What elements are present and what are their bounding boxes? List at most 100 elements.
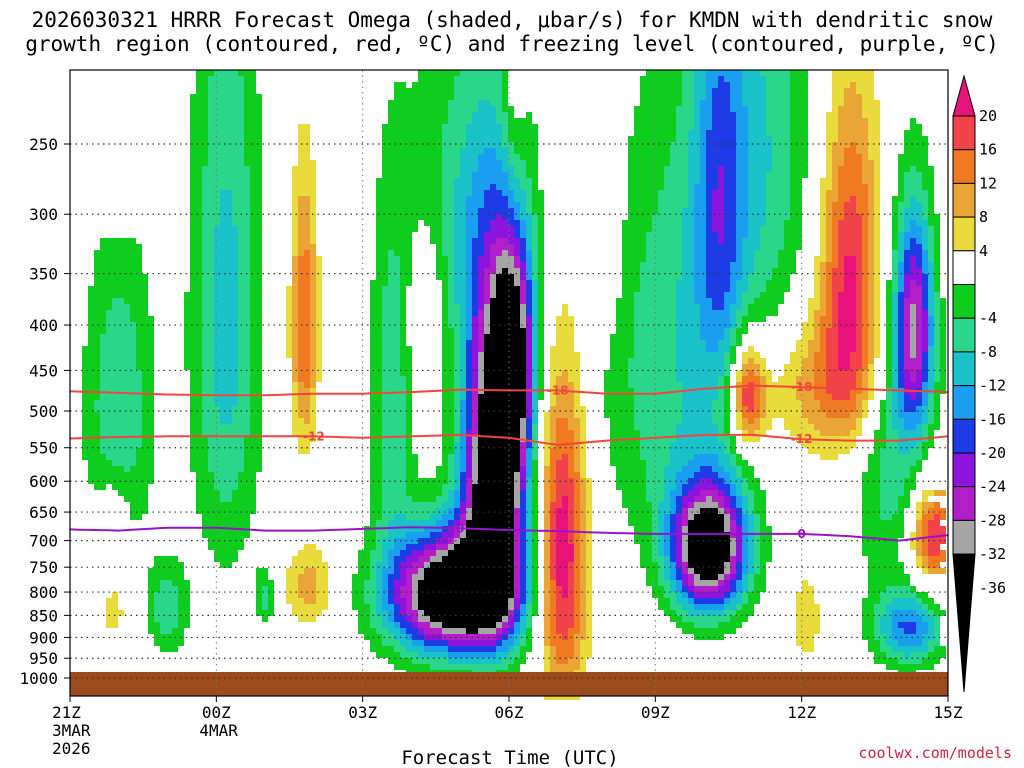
omega-cell [748,124,766,130]
omega-cell [244,454,262,460]
omega-cell [250,394,262,400]
omega-cell [694,262,706,268]
omega-cell [724,178,736,184]
omega-cell [376,250,388,256]
omega-cell [742,76,766,82]
omega-cell [898,292,904,298]
omega-cell [796,394,814,400]
omega-cell [394,592,400,598]
omega-cell [250,340,262,346]
omega-cell [622,244,646,250]
omega-cell [736,250,742,256]
omega-cell [478,292,484,298]
omega-cell [454,280,466,286]
omega-cell [700,106,712,112]
omega-cell [286,292,292,298]
omega-cell [742,88,766,94]
omega-cell [82,352,100,358]
omega-cell [418,652,448,658]
omega-cell [202,238,214,244]
omega-cell [502,70,508,76]
omega-cell [352,592,364,598]
omega-cell [160,628,172,634]
omega-cell [838,244,862,250]
omega-cell [748,514,754,520]
omega-cell [418,580,514,586]
omega-cell [646,466,664,472]
omega-cell [382,382,406,388]
omega-cell [934,316,940,322]
omega-cell [916,370,922,376]
omega-cell [394,88,454,94]
omega-cell [550,400,556,406]
omega-cell [880,592,916,598]
omega-cell [202,268,214,274]
colorbar-segment [952,351,976,387]
omega-cell [514,622,520,628]
omega-cell [292,406,298,412]
omega-cell [922,496,928,502]
omega-cell [574,634,586,640]
omega-cell [898,508,904,514]
omega-cell [202,214,220,220]
omega-cell [670,532,676,538]
omega-cell [706,250,736,256]
omega-cell [610,334,634,340]
omega-cell [868,124,880,130]
omega-cell [118,490,148,496]
omega-cell [250,298,262,304]
omega-cell [826,220,832,226]
omega-cell [730,562,736,568]
omega-cell [358,556,370,562]
omega-cell [466,238,472,244]
omega-cell [472,250,484,256]
omega-cell [544,562,550,568]
omega-cell [790,214,802,220]
omega-cell [466,214,478,220]
omega-cell [382,286,400,292]
omega-cell [508,220,520,226]
omega-cell [406,388,412,394]
omega-cell [766,214,790,220]
omega-cell [574,412,586,418]
omega-cell [466,262,472,268]
omega-cell [454,298,466,304]
omega-cell [928,364,934,370]
omega-cell [382,430,406,436]
omega-cell [868,208,874,214]
omega-cell [526,544,532,550]
omega-cell [622,490,646,496]
omega-cell [232,406,250,412]
omega-cell [406,604,412,610]
omega-cell [928,346,934,352]
contour-label-0: 0 [456,521,464,535]
omega-cell [478,454,520,460]
omega-cell [892,244,898,250]
omega-cell [538,214,544,220]
omega-cell [238,250,250,256]
omega-cell [748,586,754,592]
omega-cell [718,484,730,490]
omega-cell [418,538,436,544]
omega-cell [310,274,316,280]
omega-cell [730,574,736,580]
omega-cell [628,160,670,166]
omega-cell [832,100,844,106]
omega-cell [238,238,250,244]
omega-cell [526,160,538,166]
omega-cell [898,376,904,382]
omega-cell [412,82,454,88]
omega-cell [526,370,532,376]
omega-cell [82,436,100,442]
omega-cell [748,406,754,412]
omega-cell [478,256,490,262]
omega-cell [904,400,922,406]
omega-cell [520,298,526,304]
omega-cell [508,112,514,118]
omega-cell [316,292,322,298]
omega-cell [676,106,694,112]
omega-cell [292,400,298,406]
omega-cell [736,502,742,508]
omega-cell [298,304,310,310]
omega-cell [886,340,892,346]
